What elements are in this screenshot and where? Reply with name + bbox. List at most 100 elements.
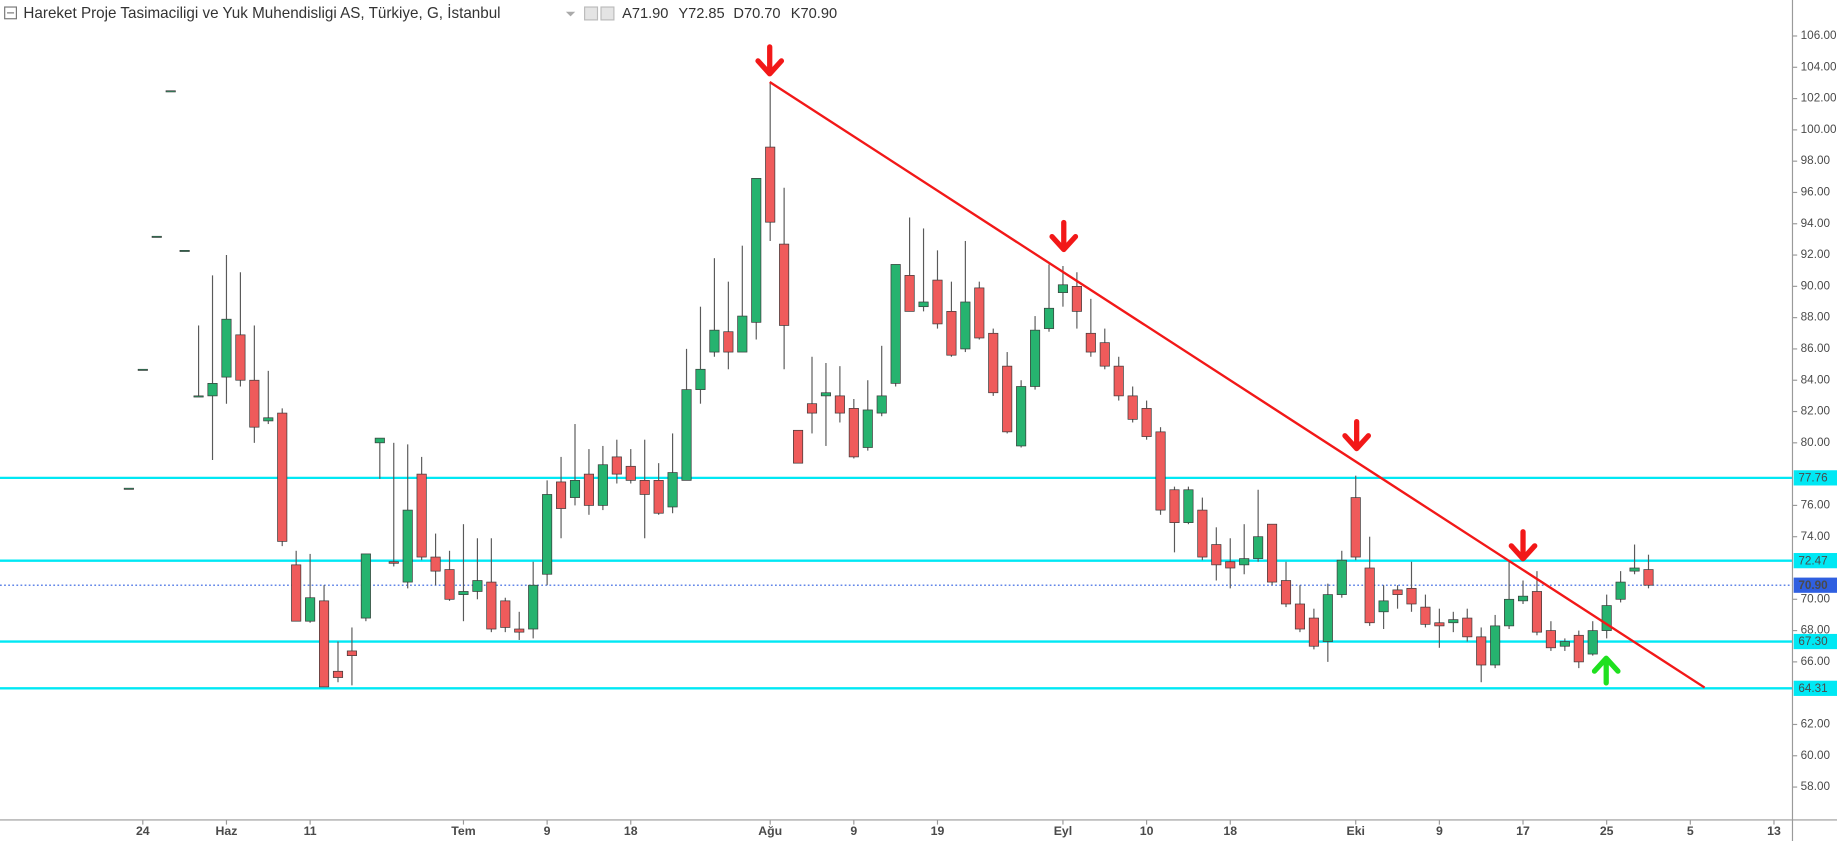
candle-body xyxy=(1517,595,1529,602)
y-tick-label: 86.00 xyxy=(1801,342,1831,355)
candle-body xyxy=(1085,332,1096,353)
candle-body xyxy=(1183,489,1194,523)
candle-body xyxy=(123,487,134,490)
candle-body xyxy=(332,670,344,678)
candle-body xyxy=(1490,625,1501,666)
x-tick-label: 9 xyxy=(850,824,857,838)
x-tick-label: 25 xyxy=(1600,824,1614,838)
level-label-box xyxy=(1793,633,1837,650)
candle-body xyxy=(402,509,413,583)
candle-body xyxy=(597,464,608,506)
y-tick-label: 106.00 xyxy=(1801,29,1837,42)
candle-body xyxy=(1629,567,1640,572)
candle-body xyxy=(1322,594,1333,642)
candle-body xyxy=(1350,497,1361,558)
candle-body xyxy=(1141,408,1152,437)
candle-body xyxy=(221,318,232,378)
candle-body xyxy=(974,287,985,339)
x-tick-label: 11 xyxy=(304,824,317,838)
candle-body xyxy=(1043,307,1055,329)
candle-body xyxy=(1267,523,1278,583)
candle-body xyxy=(556,481,567,509)
candle-body xyxy=(737,315,748,353)
level-label: 64.31 xyxy=(1798,682,1827,695)
y-tick-label: 62.00 xyxy=(1801,718,1831,731)
candle-body xyxy=(709,329,720,353)
candle-body xyxy=(235,334,246,381)
candle-body xyxy=(319,600,330,688)
candle-body xyxy=(1476,636,1487,666)
x-tick-label: Ağu xyxy=(758,824,782,838)
y-tick-label: 104.00 xyxy=(1801,60,1837,73)
candle-body xyxy=(305,597,316,622)
candle-body xyxy=(1587,630,1598,655)
candle-body xyxy=(1643,569,1654,586)
visibility-icon[interactable] xyxy=(584,6,599,21)
candle-body xyxy=(249,379,260,428)
y-tick-label: 98.00 xyxy=(1801,154,1831,167)
settings-icon[interactable] xyxy=(600,6,615,21)
candle-body xyxy=(388,561,399,564)
y-tick-label: 70.00 xyxy=(1801,592,1831,605)
candle-body xyxy=(1127,395,1138,420)
y-tick-label: 76.00 xyxy=(1801,499,1831,512)
candle-body xyxy=(583,473,594,506)
x-tick-label: 9 xyxy=(544,824,551,838)
candle-body xyxy=(346,650,357,656)
candle-body xyxy=(1406,587,1417,605)
y-tick-label: 74.00 xyxy=(1801,530,1831,543)
candle-body xyxy=(1615,581,1626,600)
candle-body xyxy=(695,368,706,390)
candle-body xyxy=(1336,559,1347,595)
candle-body xyxy=(1002,365,1013,433)
candle-body xyxy=(569,480,581,498)
candle-body xyxy=(876,395,887,414)
level-label-box xyxy=(1793,470,1837,486)
x-tick-label: Tem xyxy=(451,824,475,838)
legend-open: A71.90 xyxy=(622,6,668,22)
collapse-icon[interactable] xyxy=(4,6,17,20)
candle-body xyxy=(1169,489,1180,523)
candle-body xyxy=(779,243,790,326)
y-tick-label: 100.00 xyxy=(1801,123,1837,136)
candle-body xyxy=(751,178,762,323)
candle-body xyxy=(500,600,511,628)
y-tick-label: 90.00 xyxy=(1801,279,1831,292)
y-tick-label: 92.00 xyxy=(1801,248,1831,261)
candle-body xyxy=(1504,598,1515,627)
candle-body xyxy=(1071,285,1082,312)
candle-body xyxy=(1197,509,1208,558)
candle-body xyxy=(681,389,692,481)
candle-body xyxy=(988,332,999,394)
y-tick-label: 102.00 xyxy=(1801,92,1837,105)
candle-body xyxy=(793,429,804,464)
candle-body xyxy=(667,472,678,508)
candle-body xyxy=(1392,589,1403,595)
y-tick-label: 68.00 xyxy=(1801,624,1831,637)
candle-body xyxy=(1420,606,1431,625)
candle-body xyxy=(458,591,469,595)
last-price-label: 70.90 xyxy=(1798,579,1828,592)
candle-body xyxy=(932,279,943,325)
candle-body xyxy=(1378,600,1389,613)
x-tick-label: 5 xyxy=(1687,824,1694,838)
x-tick-label: Eki xyxy=(1346,824,1364,838)
candle-body xyxy=(291,564,302,622)
candle-body xyxy=(1531,591,1543,633)
candle-body xyxy=(416,473,427,558)
arrow-down xyxy=(755,44,785,77)
candle-body xyxy=(1294,603,1305,630)
candle-body xyxy=(1113,365,1124,397)
candle-body xyxy=(1559,641,1570,647)
candle-body xyxy=(960,301,971,350)
legend-low: D70.70 xyxy=(733,6,780,22)
candle-body xyxy=(639,480,650,495)
legend-close: K70.90 xyxy=(791,6,837,22)
title-menu[interactable] xyxy=(565,11,576,17)
x-tick-label: 10 xyxy=(1140,824,1154,838)
candle-body xyxy=(765,146,776,223)
y-tick-label: 58.00 xyxy=(1801,780,1831,793)
candle-body xyxy=(472,580,483,592)
y-tick-label: 60.00 xyxy=(1801,749,1831,762)
